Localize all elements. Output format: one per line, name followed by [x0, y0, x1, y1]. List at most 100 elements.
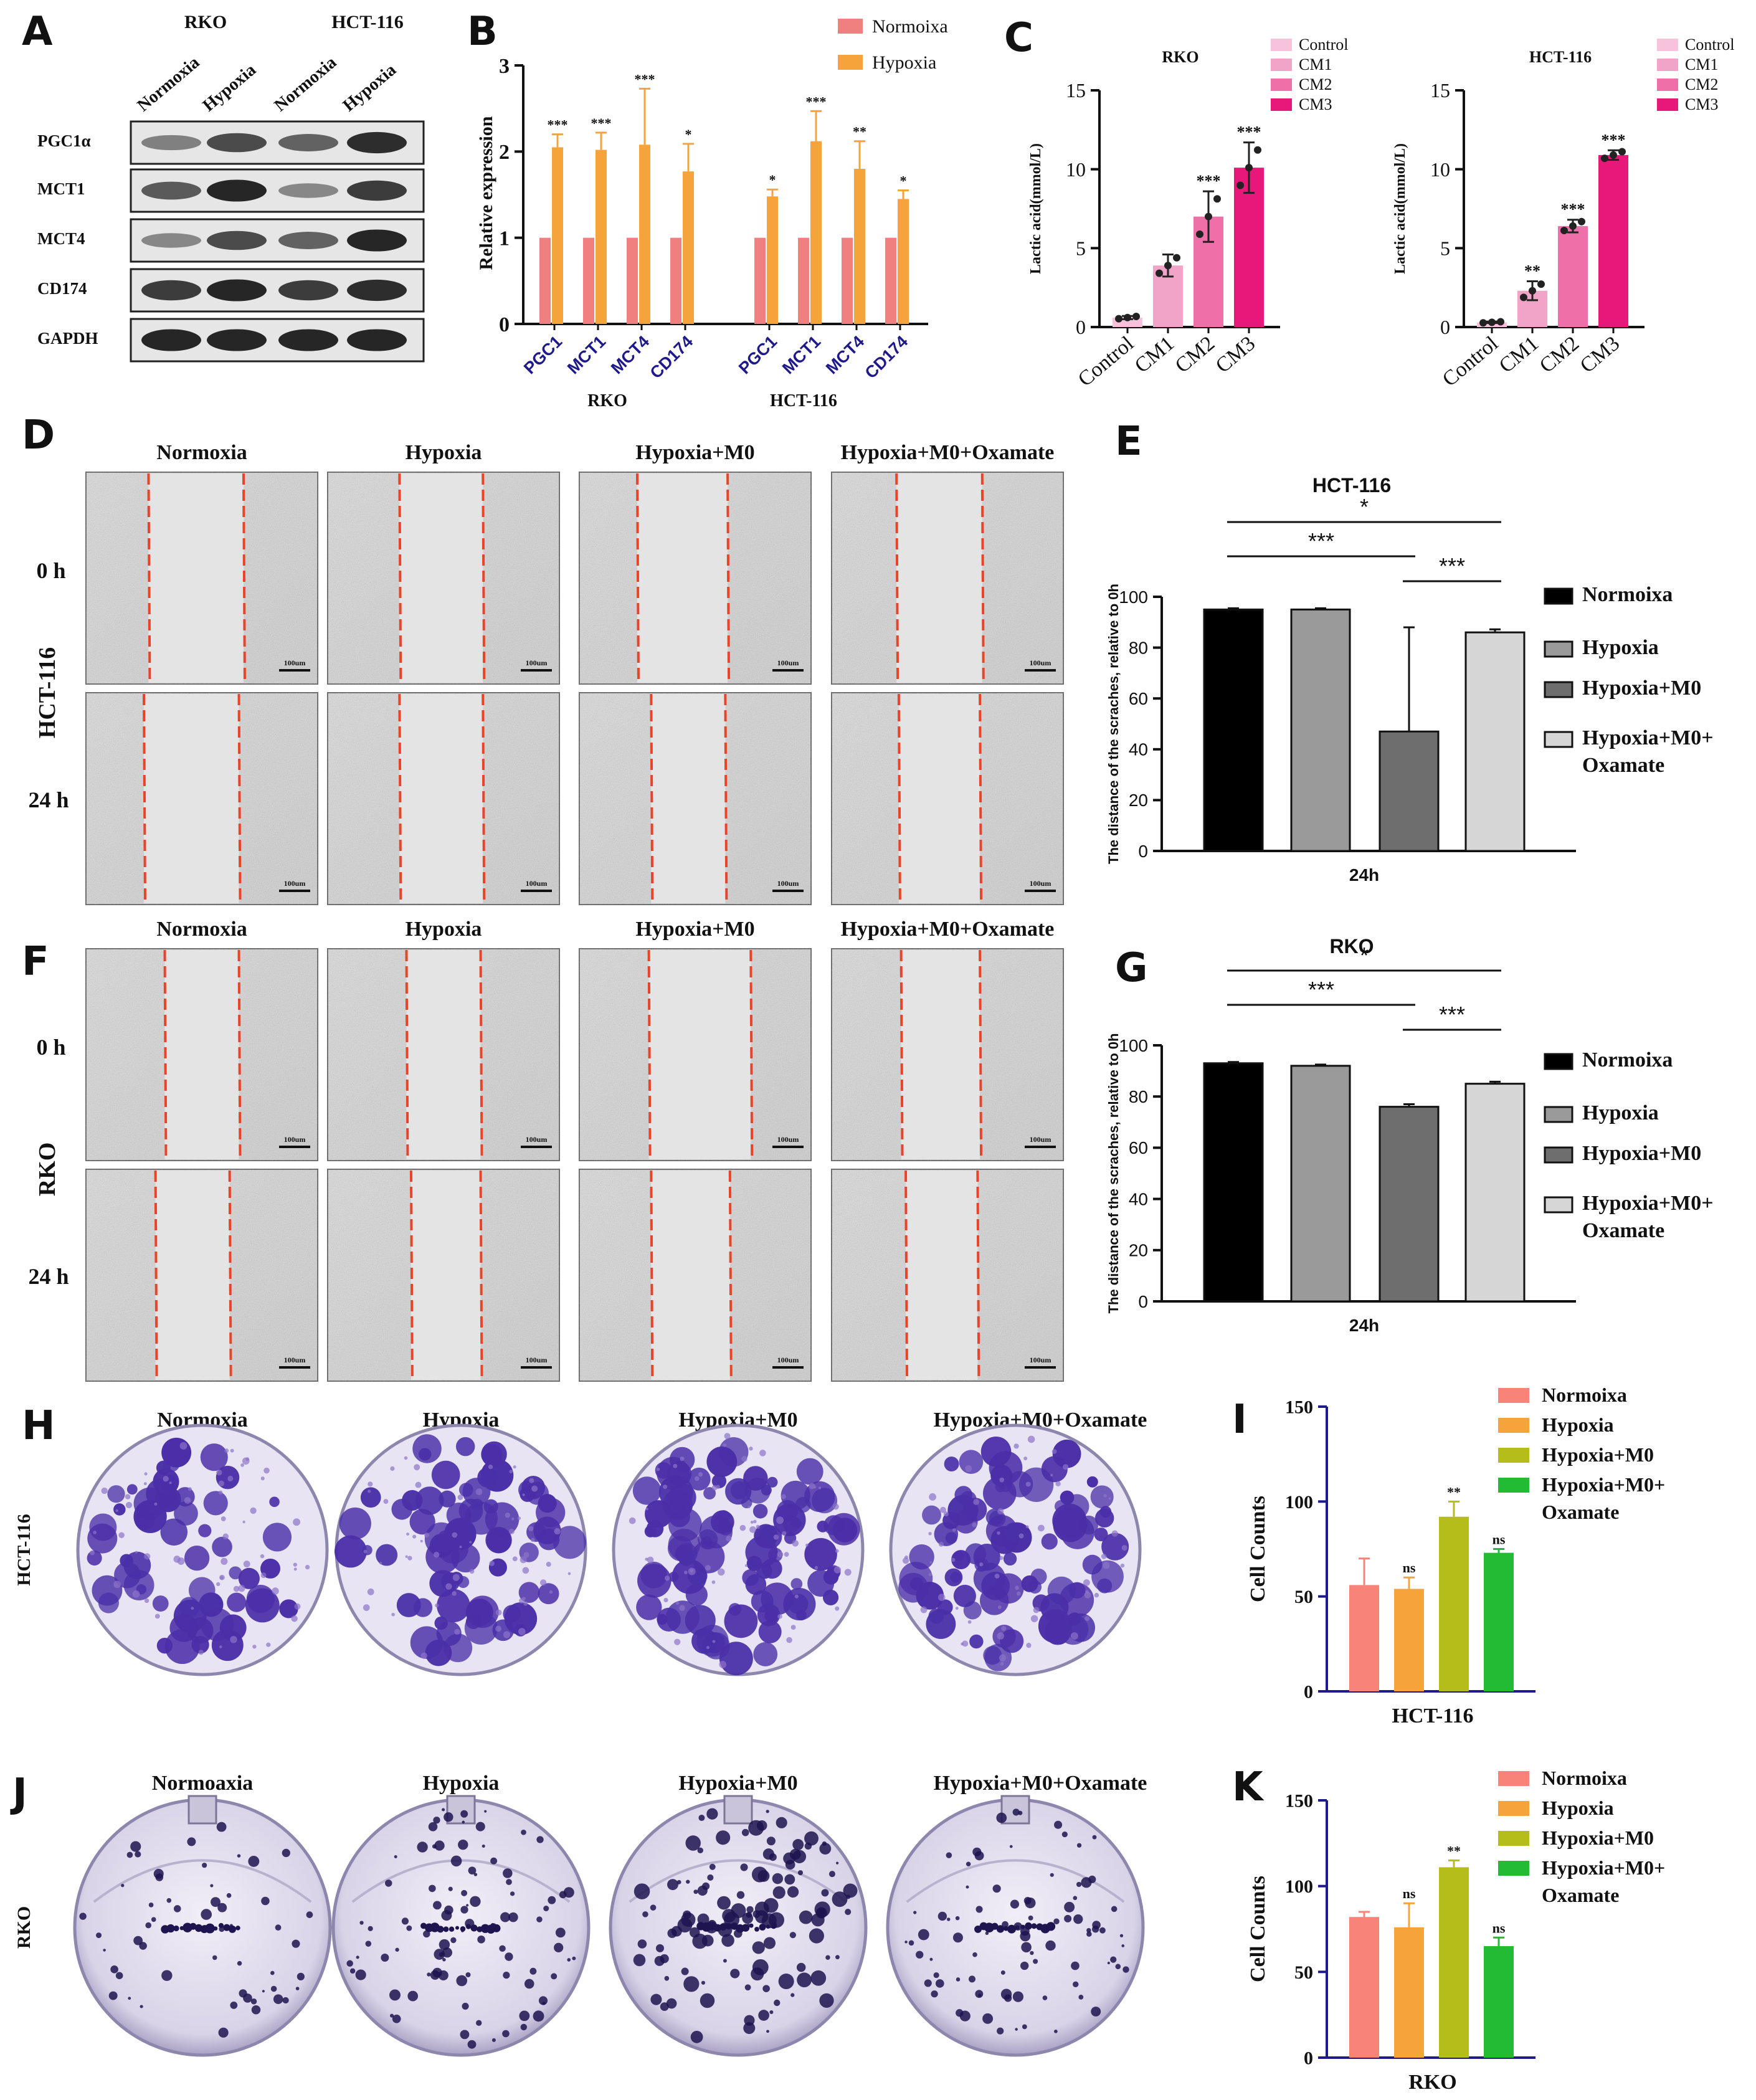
- blot-band: [207, 133, 267, 153]
- scratch-gap: [637, 473, 728, 683]
- scratch-edge-line: [237, 693, 242, 904]
- colony-small: [363, 1604, 370, 1611]
- colony: [744, 1478, 771, 1504]
- colony: [650, 1993, 662, 2005]
- colony-row: [759, 1924, 766, 1931]
- colony-small: [1084, 1616, 1090, 1622]
- colony-row: [229, 1925, 236, 1933]
- bar-normoxia: [627, 237, 638, 324]
- colony-small: [242, 1520, 245, 1524]
- significance-label: ***: [1237, 123, 1261, 141]
- x-tick-label: CD174: [861, 332, 912, 382]
- colony-row: [460, 1926, 466, 1932]
- scratch-gap: [399, 473, 483, 683]
- colony: [128, 1997, 131, 2000]
- y-tick-label: 15: [1066, 79, 1086, 102]
- data-point: [1618, 148, 1626, 156]
- colony: [787, 1886, 799, 1898]
- colony: [407, 1990, 419, 2002]
- colony: [519, 2010, 530, 2022]
- colony: [1042, 1995, 1048, 2000]
- colony-row: [766, 1924, 771, 1929]
- colony-row: [448, 1926, 455, 1932]
- colony: [133, 1936, 143, 1946]
- significance-label: **: [1447, 1484, 1461, 1499]
- colony-row: [1007, 1924, 1016, 1934]
- bar: [1484, 1552, 1514, 1691]
- colony-small: [523, 1552, 529, 1558]
- colony: [248, 1855, 260, 1867]
- colony-small: [902, 1557, 909, 1564]
- legend-label: Hypoxia+M0: [1582, 1142, 1701, 1165]
- cell-line-label: RKO: [14, 1906, 34, 1949]
- colony: [464, 1501, 498, 1535]
- colony-small: [135, 1551, 138, 1554]
- colony: [744, 1984, 751, 1991]
- colony-small: [518, 1628, 526, 1635]
- colony-small: [776, 1516, 784, 1524]
- scratch-edge-line: [147, 473, 151, 683]
- colony: [1091, 2007, 1101, 2017]
- colony: [953, 1584, 976, 1607]
- data-point: [1610, 151, 1617, 159]
- colony-small: [218, 1490, 223, 1495]
- scratch-edge-line: [904, 1170, 909, 1380]
- scratch-edge-line: [409, 1170, 414, 1380]
- data-point: [1164, 262, 1172, 270]
- y-tick-label: 100: [1285, 1492, 1313, 1513]
- colony: [229, 1566, 242, 1580]
- colony-small: [406, 1532, 409, 1536]
- colony: [766, 2030, 769, 2033]
- colony: [174, 1501, 198, 1526]
- colony: [822, 1841, 827, 1846]
- data-point: [1213, 195, 1221, 203]
- colony-small: [750, 1521, 754, 1524]
- y-tick-label: 0: [1304, 2048, 1313, 2069]
- colony-small: [726, 1536, 732, 1542]
- colony-small: [169, 1481, 172, 1485]
- colony: [989, 1451, 1023, 1485]
- scratch-edge-line: [482, 693, 486, 904]
- scratch-edge-line: [647, 949, 652, 1160]
- legend-swatch: [1498, 1418, 1529, 1433]
- colony: [458, 1839, 468, 1850]
- colony-small: [390, 1466, 395, 1471]
- colony-small: [250, 1507, 257, 1514]
- colony: [655, 1461, 672, 1479]
- colony: [245, 1588, 280, 1623]
- significance-label: ***: [1602, 131, 1626, 149]
- colony: [482, 1844, 485, 1848]
- colony: [349, 1968, 356, 1974]
- legend-label: Control: [1299, 36, 1348, 54]
- colony: [698, 1815, 705, 1822]
- colony: [262, 1990, 265, 1993]
- colony: [406, 1925, 412, 1931]
- legend-label: Oxamate: [1542, 1884, 1619, 1906]
- colony-small: [414, 1464, 420, 1471]
- colony-small: [717, 1568, 725, 1576]
- colony-small: [407, 1556, 412, 1561]
- scale-bar-label: 100um: [526, 1135, 548, 1144]
- colony: [766, 1810, 769, 1813]
- colony: [666, 1600, 700, 1634]
- colony-small: [522, 1493, 525, 1496]
- colony: [1122, 1966, 1129, 1973]
- legend-label: Hypoxia+M0+: [1582, 1192, 1714, 1215]
- colony-small: [712, 1640, 716, 1643]
- colony: [553, 1526, 587, 1559]
- colony: [1073, 1914, 1083, 1924]
- comparison-label: ***: [1439, 553, 1465, 579]
- colony: [152, 1595, 169, 1612]
- colony-small: [747, 1506, 751, 1509]
- condition-label: Hypoxia: [406, 441, 482, 464]
- colony: [804, 1831, 819, 1846]
- legend-label: Hypoxia: [1582, 636, 1659, 659]
- colony-small: [664, 1575, 670, 1581]
- data-point: [1529, 287, 1536, 295]
- colony-small: [293, 1562, 297, 1567]
- blot-band: [207, 279, 267, 302]
- legend-swatch: [1498, 1861, 1529, 1876]
- cell-line-label: RKO: [34, 1143, 60, 1197]
- colony: [269, 1496, 280, 1508]
- colony: [769, 2010, 774, 2014]
